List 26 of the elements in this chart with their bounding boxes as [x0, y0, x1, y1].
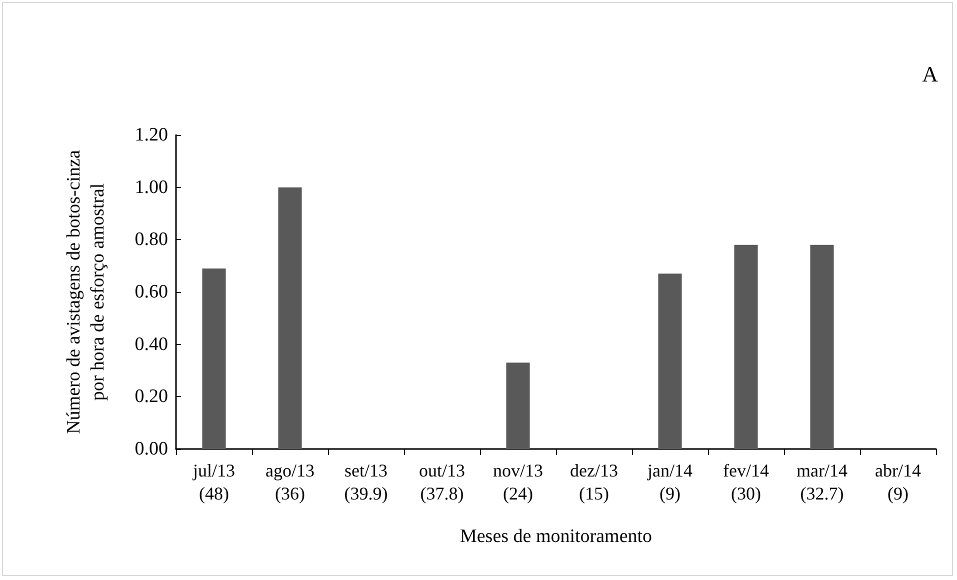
bar: [658, 274, 682, 449]
x-tick-label: fev/14 (30): [723, 460, 769, 504]
bar: [278, 187, 302, 449]
y-tick-label: 0.00: [134, 438, 168, 460]
x-axis-title: Meses de monitoramento: [460, 526, 652, 547]
y-axis-title: Número de avistagens de botos-cinza por hora de esforço amostral: [64, 150, 108, 434]
y-tick-label: 0.60: [134, 282, 168, 302]
bar: [506, 362, 530, 449]
x-tick-label: abr/14 (9): [875, 460, 921, 504]
bar: [202, 268, 226, 449]
x-tick-label: jan/14 (9): [646, 460, 692, 504]
y-tick-label: 1.00: [134, 176, 168, 198]
y-tick-label: 0.40: [134, 334, 168, 355]
y-tick-label: 0.20: [134, 386, 168, 408]
x-tick-label: set/13 (39.9): [344, 460, 388, 504]
x-tick-label: dez/13 (15): [570, 460, 618, 504]
x-tick-label: ago/13 (36): [266, 460, 314, 504]
y-tick-label: 0.80: [134, 229, 168, 250]
bar: [734, 244, 758, 449]
x-tick-label: nov/13 (24): [492, 460, 544, 504]
y-tick-label: 1.20: [134, 124, 168, 146]
text: A: [922, 62, 938, 86]
x-tick-label: out/13 (37.8): [418, 460, 466, 504]
x-tick-label: jul/13 (48): [192, 460, 236, 504]
bar: [810, 244, 834, 449]
x-tick-label: mar/14 (32.7): [796, 460, 848, 504]
